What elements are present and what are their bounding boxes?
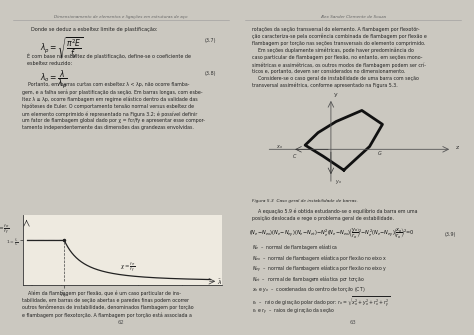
Text: $r_o$  –  raio de giração polar dado por: $r_o = \sqrt{x_o^2 + y_o^2 + r_x^2 + r: $r_o$ – raio de giração polar dado por: … bbox=[252, 296, 390, 310]
Text: $(N_e\!-\!N_{ex})(N_e\!-\!N_{ey})(N_e\!-\!N_{et})\!-\!N_e^2(N_e\!-\!N_{ex})\!\le: $(N_e\!-\!N_{ex})(N_e\!-\!N_{ey})(N_e\!-… bbox=[249, 226, 415, 241]
Text: $N_e$  –  normal de flambagem elástica: $N_e$ – normal de flambagem elástica bbox=[252, 243, 337, 252]
Text: Figura 5.3  Caso geral de instabilidade de barras.: Figura 5.3 Caso geral de instabilidade d… bbox=[252, 199, 357, 203]
Text: Dimensionamento de elementos e ligações em estruturas de aço: Dimensionamento de elementos e ligações … bbox=[55, 15, 188, 19]
Text: Figura 5.2  Comportamento tensão versus esbeltez para elementos comprimidos.: Figura 5.2 Comportamento tensão versus e… bbox=[27, 282, 202, 286]
Text: Portanto, em barras curtas com esbeltez λ < λp, não ocorre flamba-
gem, e a falh: Portanto, em barras curtas com esbeltez … bbox=[22, 82, 205, 130]
Text: $x_o$: $x_o$ bbox=[276, 143, 283, 151]
Text: y: y bbox=[334, 91, 337, 96]
Text: Além da flambagem por flexão, que é um caso particular de ins-
tabilidade, em ba: Além da flambagem por flexão, que é um c… bbox=[22, 291, 194, 318]
Text: 63: 63 bbox=[350, 320, 356, 325]
Text: $y_o$: $y_o$ bbox=[335, 178, 342, 186]
Text: 62: 62 bbox=[118, 320, 125, 325]
Text: $\lambda_o = \dfrac{\lambda}{\lambda_p}$: $\lambda_o = \dfrac{\lambda}{\lambda_p}$ bbox=[40, 68, 68, 90]
Text: rotações da seção transversal do elemento. A flambagem por flexotör-
ção caracte: rotações da seção transversal do element… bbox=[252, 27, 427, 88]
Text: É com base na esbeltez de plastificação, define-se o coeficiente de
esbeltez red: É com base na esbeltez de plastificação,… bbox=[27, 53, 191, 66]
Text: (3.8): (3.8) bbox=[204, 71, 216, 76]
Text: $f = \frac{f_{cr}}{f_y}$: $f = \frac{f_{cr}}{f_y}$ bbox=[0, 222, 9, 237]
Text: $N_{ey}$  –  normal de flambagem elástica por flexão no eixo y: $N_{ey}$ – normal de flambagem elástica … bbox=[252, 264, 387, 275]
Text: $\chi = \frac{f_{cr}}{f_y}$: $\chi = \frac{f_{cr}}{f_y}$ bbox=[120, 261, 136, 275]
Text: $\lambda_p = \sqrt{\dfrac{\pi^2 E}{f_y}}$: $\lambda_p = \sqrt{\dfrac{\pi^2 E}{f_y}}… bbox=[40, 36, 83, 61]
Text: Alex Sander Clemente de Souza: Alex Sander Clemente de Souza bbox=[320, 15, 386, 19]
Text: (3.9): (3.9) bbox=[445, 232, 456, 237]
Text: $N_{et}$  –  normal de flambagem elástica por torção: $N_{et}$ – normal de flambagem elástica … bbox=[252, 274, 365, 284]
Text: $C$: $C$ bbox=[292, 152, 298, 160]
Text: z: z bbox=[456, 145, 459, 150]
Text: $x_o$ e $y_o$  –  coordenadas do centro de torção (CT): $x_o$ e $y_o$ – coordenadas do centro de… bbox=[252, 285, 365, 294]
Text: Donde se deduz a esbeltez limite de plastificação:: Donde se deduz a esbeltez limite de plas… bbox=[31, 27, 157, 32]
Text: (3.7): (3.7) bbox=[204, 38, 216, 43]
Text: $N_{ex}$  –  normal de flambagem elástica por flexão no eixo x: $N_{ex}$ – normal de flambagem elástica … bbox=[252, 253, 387, 263]
Text: $G$: $G$ bbox=[377, 149, 383, 157]
Text: $r_x$ e $r_y$  –  raios de giração da seção: $r_x$ e $r_y$ – raios de giração da seçã… bbox=[252, 307, 335, 317]
Text: A equação 5.9 é obtida estudando-se o equilíbrio da barra em uma
posição desloca: A equação 5.9 é obtida estudando-se o eq… bbox=[252, 209, 417, 221]
Text: $\bar{\lambda}$: $\bar{\lambda}$ bbox=[217, 277, 223, 286]
